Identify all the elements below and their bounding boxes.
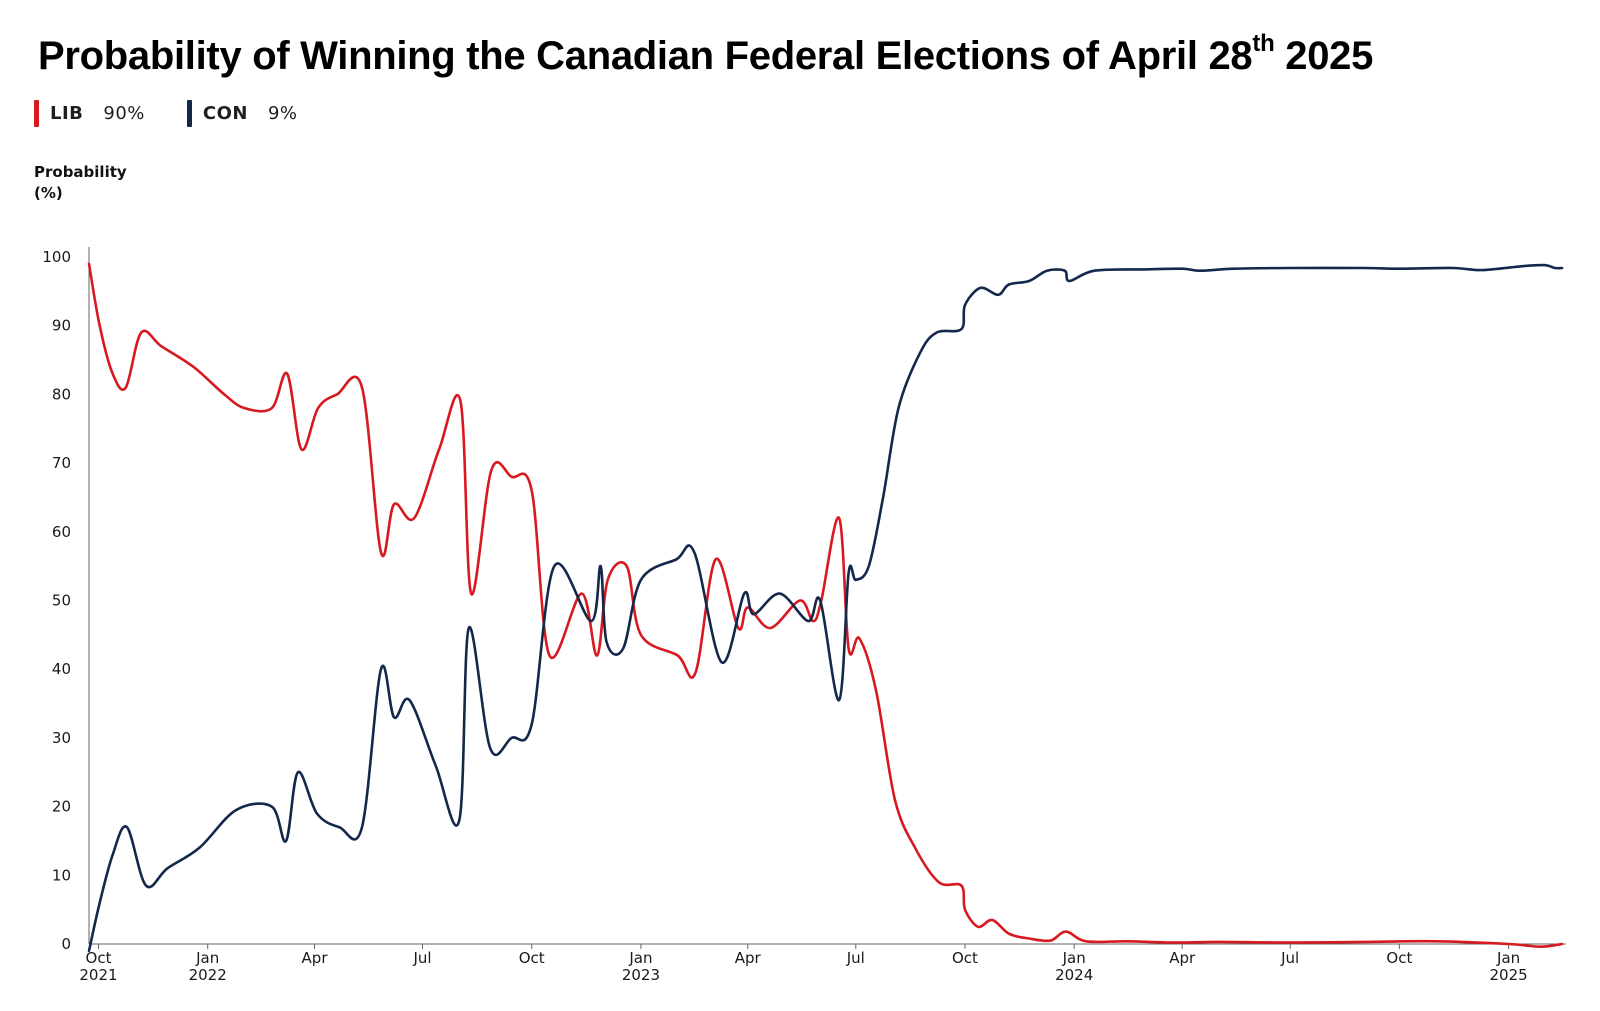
y-axis-title-line: Probability — [34, 163, 127, 181]
y-axis-title: Probability (%) — [34, 163, 127, 202]
y-tick-label: 10 — [52, 866, 71, 884]
y-tick-label: 20 — [52, 798, 71, 816]
y-tick-label: 0 — [61, 935, 71, 953]
y-tick-label: 50 — [52, 592, 71, 610]
legend-name-lib: LIB — [50, 103, 84, 124]
x-tick-label: Jan — [1062, 949, 1086, 967]
chart-title: Probability of Winning the Canadian Fede… — [38, 30, 1374, 79]
y-tick-label: 80 — [52, 385, 71, 403]
x-tick-label: Oct — [519, 949, 545, 967]
y-tick-label: 90 — [52, 317, 71, 335]
x-tick-label: 2025 — [1489, 966, 1527, 984]
legend-item-lib: LIB 90% — [34, 100, 145, 127]
x-tick-label: Oct — [952, 949, 978, 967]
legend-value-lib: 90% — [103, 103, 145, 124]
chart-title-year: 2025 — [1274, 34, 1374, 78]
x-tick-label: Jan — [1496, 949, 1520, 967]
y-tick-label: 70 — [52, 454, 71, 472]
x-tick-label: Jul — [412, 949, 431, 967]
x-tick-label: Apr — [1169, 949, 1196, 967]
series-lines — [87, 262, 1564, 953]
series-line-lib — [87, 262, 1564, 948]
x-tick-label: Apr — [302, 949, 329, 967]
y-tick-label: 30 — [52, 729, 71, 747]
x-tick-label: Apr — [735, 949, 762, 967]
series-line-con — [87, 263, 1564, 953]
x-tick-label: Jul — [846, 949, 865, 967]
y-axis-ticks: 0 10 20 30 40 50 60 70 80 90 100 — [42, 248, 71, 953]
y-tick-label: 100 — [42, 248, 71, 266]
y-axis-title-line: (%) — [34, 184, 63, 202]
x-tick-label: 2023 — [622, 966, 660, 984]
legend: LIB 90% CON 9% — [34, 100, 340, 127]
legend-swatch-con — [186, 100, 192, 127]
legend-swatch-lib — [34, 100, 39, 127]
x-tick-label: Oct — [86, 949, 112, 967]
x-tick-label: Jan — [628, 949, 652, 967]
y-tick-label: 60 — [52, 523, 71, 541]
x-tick-label: 2024 — [1055, 966, 1093, 984]
x-tick-label: Oct — [1386, 949, 1412, 967]
x-tick-label: Jul — [1280, 949, 1299, 967]
legend-name-con: CON — [202, 103, 248, 124]
y-tick-label: 40 — [52, 660, 71, 678]
chart-title-main: Probability of Winning the Canadian Fede… — [38, 34, 1253, 78]
legend-item-con: CON 9% — [186, 100, 298, 127]
x-tick-label: 2022 — [189, 966, 227, 984]
chart-title-superscript: th — [1252, 30, 1275, 57]
legend-value-con: 9% — [267, 103, 298, 124]
x-tick-label: Jan — [195, 949, 219, 967]
x-tick-label: 2021 — [79, 966, 117, 984]
axes — [88, 247, 1566, 945]
